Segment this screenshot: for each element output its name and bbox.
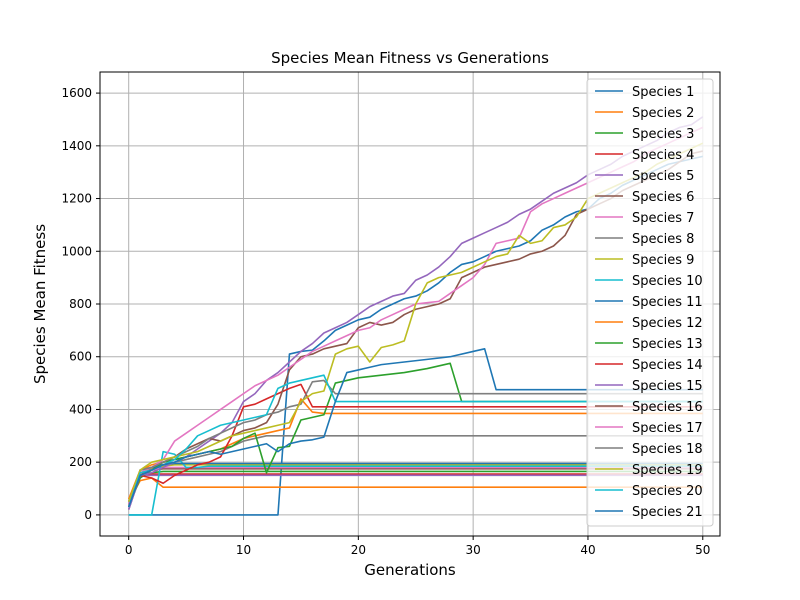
legend-label-species-13: Species 13 — [632, 337, 703, 352]
y-tick-label: 0 — [84, 508, 92, 522]
y-tick-label: 600 — [69, 350, 92, 364]
legend-label-species-7: Species 7 — [632, 211, 694, 226]
legend-box — [586, 78, 714, 527]
legend-label-species-20: Species 20 — [632, 484, 703, 499]
series-line-species-10 — [128, 450, 703, 516]
y-tick-label: 400 — [69, 402, 92, 416]
legend-label-species-9: Species 9 — [632, 253, 694, 268]
legend-label-species-2: Species 2 — [632, 106, 694, 121]
y-tick-label: 1200 — [61, 192, 92, 206]
legend-label-species-14: Species 14 — [632, 358, 703, 373]
legend-label-species-15: Species 15 — [632, 379, 703, 394]
legend-label-species-4: Species 4 — [632, 148, 694, 163]
chart-title: Species Mean Fitness vs Generations — [271, 49, 549, 67]
x-tick-label: 10 — [236, 543, 251, 557]
y-tick-label: 1600 — [61, 86, 92, 100]
x-tick-label: 50 — [695, 543, 710, 557]
legend-label-species-12: Species 12 — [632, 316, 703, 331]
legend-label-species-19: Species 19 — [632, 463, 703, 478]
legend-label-species-16: Species 16 — [632, 400, 703, 415]
legend: Species 1 Species 2 Species 3 Species 4 Spec… — [586, 78, 714, 527]
legend-label-species-17: Species 17 — [632, 421, 703, 436]
series-line-species-20 — [127, 374, 703, 508]
series-line-species-21 — [127, 348, 703, 508]
series-lines — [127, 116, 704, 516]
legend-label-species-11: Species 11 — [632, 295, 703, 310]
series-line-species-18 — [127, 379, 703, 503]
legend-label-species-21: Species 21 — [632, 505, 703, 520]
y-tick-label: 200 — [69, 455, 92, 469]
y-tick-label: 1000 — [61, 244, 92, 258]
x-tick-label: 0 — [125, 543, 133, 557]
x-tick-label: 40 — [580, 543, 595, 557]
legend-label-species-8: Species 8 — [632, 232, 694, 247]
series-line-species-14 — [127, 383, 703, 505]
legend-label-species-10: Species 10 — [632, 274, 703, 289]
x-tick-label: 20 — [351, 543, 366, 557]
legend-label-species-18: Species 18 — [632, 442, 703, 457]
y-tick-label: 1400 — [61, 139, 92, 153]
x-axis-label: Generations — [364, 561, 456, 579]
axis-ticks: 0 10 20 30 40 50 0 200 400 600 800 1000 1200 1400 1600 — [61, 86, 710, 557]
y-axis-label: Species Mean Fitness — [31, 224, 49, 384]
y-tick-label: 800 — [69, 297, 92, 311]
legend-label-species-1: Species 1 — [632, 85, 694, 100]
legend-label-species-5: Species 5 — [632, 169, 694, 184]
x-tick-label: 30 — [466, 543, 481, 557]
series-line-species-2 — [127, 477, 703, 503]
legend-label-species-3: Species 3 — [632, 127, 694, 142]
legend-label-species-6: Species 6 — [632, 190, 694, 205]
